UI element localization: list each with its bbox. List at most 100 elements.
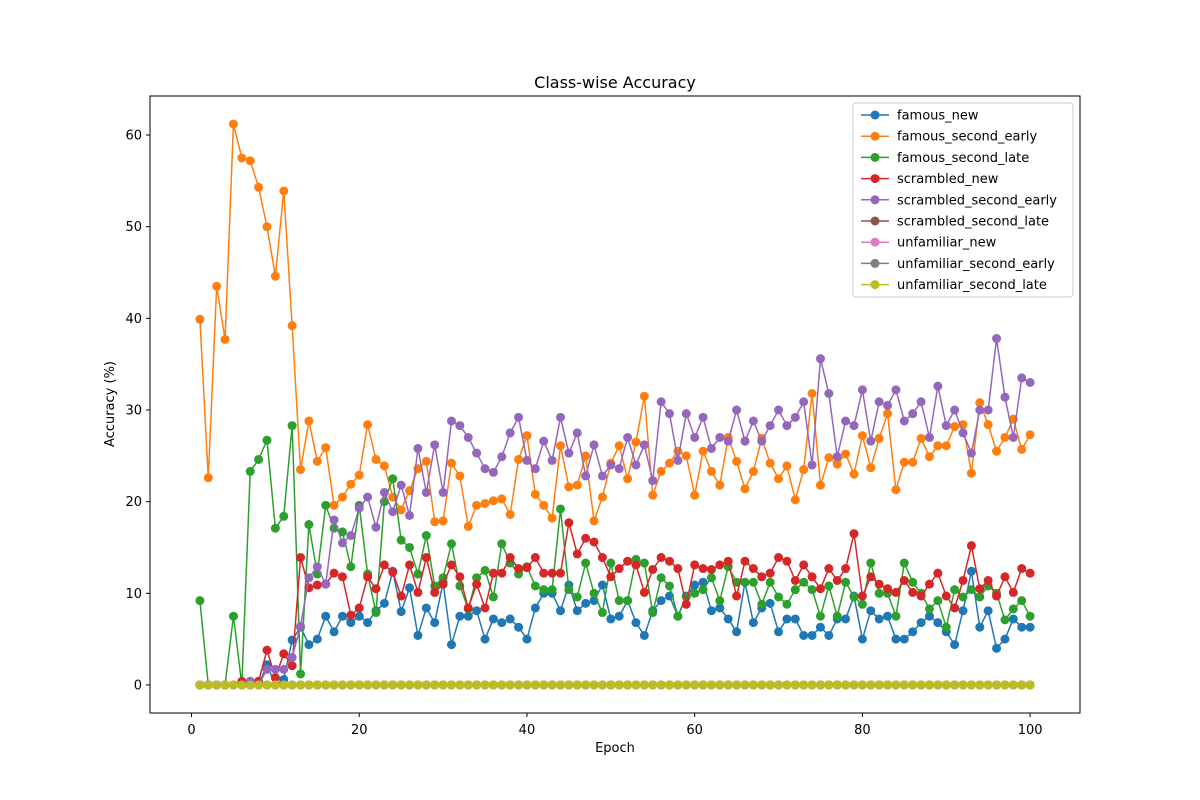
data-point-scrambled-new	[388, 567, 398, 577]
data-point-unfamiliar-second-late	[1025, 680, 1035, 690]
data-point-scrambled-new	[933, 568, 943, 578]
data-point-famous-second-early	[421, 456, 431, 466]
data-point-unfamiliar-second-late	[623, 680, 633, 690]
data-point-famous-second-early	[321, 443, 331, 453]
data-point-scrambled-new	[916, 591, 926, 601]
data-point-famous-second-early	[438, 516, 448, 526]
data-point-scrambled-new	[631, 560, 641, 570]
data-point-scrambled-second-early	[472, 448, 482, 458]
data-point-scrambled-second-early	[514, 412, 524, 422]
data-point-scrambled-second-early	[530, 464, 540, 474]
data-point-scrambled-new	[379, 560, 389, 570]
series-line-famous-second-early	[199, 123, 1031, 528]
data-point-famous-second-early	[782, 461, 792, 471]
data-point-scrambled-second-early	[312, 562, 322, 572]
data-point-unfamiliar-second-late	[983, 680, 993, 690]
data-point-unfamiliar-second-late	[245, 680, 255, 690]
data-point-famous-new	[698, 577, 708, 587]
data-point-famous-second-late	[279, 511, 289, 521]
data-point-famous-second-early	[1000, 432, 1010, 442]
legend-item-famous-second-early: famous_second_early	[861, 130, 1037, 145]
data-point-famous-second-late	[790, 585, 800, 595]
data-point-unfamiliar-second-late	[782, 680, 792, 690]
data-point-famous-second-late	[673, 611, 683, 621]
data-point-scrambled-new	[597, 553, 607, 563]
legend-swatch-marker	[870, 216, 880, 226]
data-point-famous-second-late	[824, 581, 834, 591]
data-point-famous-second-late	[1000, 615, 1010, 625]
series-line-scrambled-second-early	[199, 337, 1031, 686]
legend-label: famous_second_late	[897, 151, 1029, 166]
data-point-scrambled-second-early	[706, 443, 716, 453]
data-point-famous-new	[446, 640, 456, 650]
data-point-famous-new	[321, 611, 331, 621]
data-point-famous-second-early	[396, 505, 406, 515]
data-point-unfamiliar-second-late	[371, 680, 381, 690]
data-point-scrambled-second-early	[807, 460, 817, 470]
data-point-scrambled-second-early	[883, 400, 893, 410]
data-point-famous-new	[983, 606, 993, 616]
data-point-unfamiliar-second-late	[715, 680, 725, 690]
data-point-scrambled-new	[815, 584, 825, 594]
data-point-unfamiliar-second-late	[723, 680, 733, 690]
data-point-famous-new	[488, 614, 498, 624]
data-point-scrambled-second-early	[455, 421, 465, 431]
data-point-scrambled-second-early	[782, 421, 792, 431]
data-point-unfamiliar-second-late	[497, 680, 507, 690]
data-point-scrambled-second-early	[446, 416, 456, 426]
data-point-famous-second-late	[371, 608, 381, 618]
x-tick-label: 40	[519, 723, 536, 738]
data-point-famous-new	[337, 611, 347, 621]
data-point-unfamiliar-second-late	[287, 680, 297, 690]
data-point-famous-second-early	[304, 416, 314, 426]
data-point-famous-new	[639, 630, 649, 640]
legend-label: scrambled_second_early	[897, 193, 1057, 208]
data-point-famous-second-late	[262, 435, 272, 445]
data-point-scrambled-second-early	[371, 522, 381, 532]
data-point-scrambled-new	[396, 591, 406, 601]
data-point-famous-second-late	[757, 599, 767, 609]
data-point-scrambled-second-early	[698, 412, 708, 422]
data-point-famous-second-early	[648, 490, 658, 500]
data-point-scrambled-second-early	[430, 440, 440, 450]
data-point-famous-second-late	[815, 611, 825, 621]
data-point-famous-second-early	[530, 489, 540, 499]
data-point-unfamiliar-second-late	[363, 680, 373, 690]
data-point-famous-second-late	[958, 592, 968, 602]
data-point-famous-second-early	[832, 459, 842, 469]
data-point-scrambled-second-early	[723, 436, 733, 446]
series-famous-second-early	[195, 119, 1035, 531]
data-point-famous-second-late	[472, 573, 482, 583]
data-point-unfamiliar-second-late	[631, 680, 641, 690]
data-point-unfamiliar-second-late	[924, 680, 934, 690]
data-point-scrambled-second-early	[279, 664, 289, 674]
data-point-famous-second-late	[975, 592, 985, 602]
data-point-famous-second-late	[799, 577, 809, 587]
data-point-famous-second-early	[924, 452, 934, 462]
legend-item-scrambled-new: scrambled_new	[861, 172, 999, 187]
data-point-famous-second-late	[606, 558, 616, 568]
data-point-scrambled-second-early	[799, 397, 809, 407]
data-point-famous-second-early	[262, 222, 272, 232]
data-point-unfamiliar-second-late	[329, 680, 339, 690]
data-point-famous-second-late	[656, 573, 666, 583]
data-point-unfamiliar-second-late	[346, 680, 356, 690]
y-axis-label: Accuracy (%)	[103, 361, 118, 447]
data-point-famous-second-early	[765, 458, 775, 468]
data-point-scrambled-new	[614, 564, 624, 574]
data-point-unfamiliar-second-late	[748, 680, 758, 690]
data-point-famous-second-late	[899, 558, 909, 568]
data-point-unfamiliar-second-late	[975, 680, 985, 690]
data-point-scrambled-new	[891, 587, 901, 597]
series-line-scrambled-new	[199, 521, 1031, 686]
data-point-famous-second-early	[631, 437, 641, 447]
data-point-scrambled-new	[455, 572, 465, 582]
data-point-scrambled-second-early	[656, 397, 666, 407]
data-point-scrambled-new	[774, 553, 784, 563]
data-point-unfamiliar-second-late	[430, 680, 440, 690]
data-point-famous-second-late	[765, 577, 775, 587]
x-tick-label: 100	[1018, 723, 1043, 738]
data-point-scrambled-second-early	[815, 354, 825, 364]
data-point-scrambled-new	[346, 610, 356, 620]
plot-frame	[149, 95, 1081, 714]
